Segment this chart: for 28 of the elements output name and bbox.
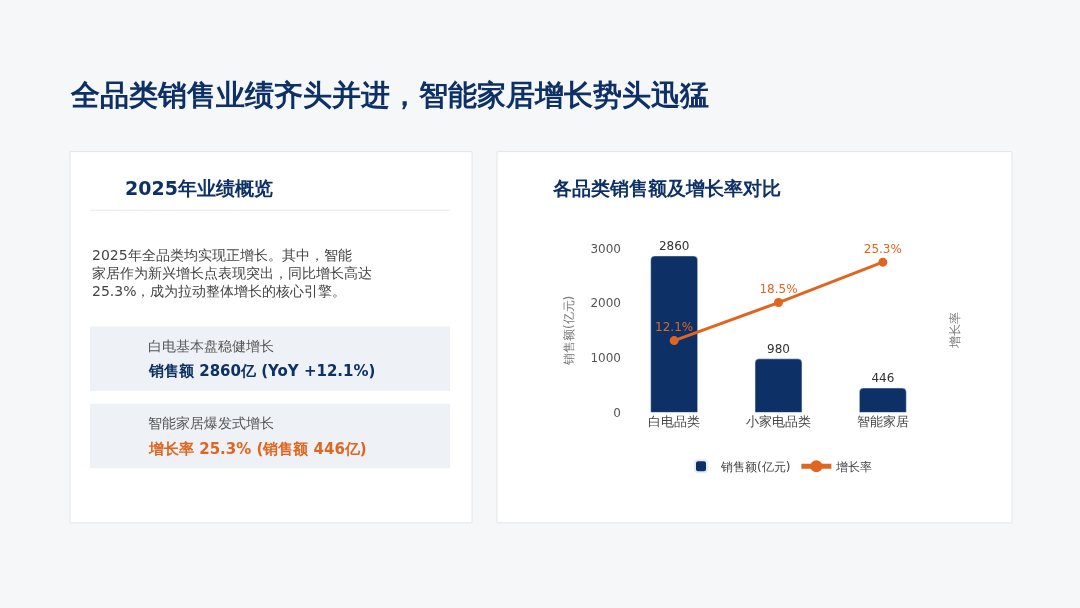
bar xyxy=(859,387,907,413)
data-label: 25.3% xyxy=(863,241,902,256)
legend-label: 销售额(亿元) xyxy=(720,459,791,474)
y2-axis-title: 增长率 xyxy=(947,312,962,350)
text: 2025年全品类均实现正增长。其中，智能家居作为新兴增长点表现突出，同比增长高达25.3%，成为拉动整体增长的核心引擎。 xyxy=(92,247,372,300)
y-tick-label: 2000 xyxy=(590,296,621,311)
data-label: 2860 xyxy=(658,238,690,253)
bar xyxy=(650,255,698,413)
y-tick-label: 1000 xyxy=(590,350,621,365)
data-label: 446 xyxy=(871,371,895,386)
chart-title: 各品类销售额及增长率对比 xyxy=(552,177,781,199)
y-axis-title: 销售额(亿元) xyxy=(561,295,576,367)
text: 全品类销售业绩齐头并进，智能家居增长势头迅猛 xyxy=(70,78,709,112)
x-tick-label: 智能家居 xyxy=(856,414,909,430)
data-label: 12.1% xyxy=(655,319,694,334)
data-label: 18.5% xyxy=(759,281,798,296)
x-tick-label: 小家电品类 xyxy=(746,414,811,430)
y-tick-label: 0 xyxy=(613,405,621,420)
bar xyxy=(754,358,803,413)
y-tick-label: 3000 xyxy=(590,241,621,256)
text: 增长率 25.3% (销售额 446亿) xyxy=(148,440,367,458)
text: 白电基本盘稳健增长 xyxy=(148,338,274,354)
data-label: 980 xyxy=(767,341,790,356)
text: 2025年业绩概览 xyxy=(125,177,273,199)
text: 销售额 2860亿 (YoY +12.1%) xyxy=(148,362,376,380)
legend-label: 增长率 xyxy=(835,459,873,474)
x-tick-label: 白电品类 xyxy=(648,414,701,430)
text: 智能家居爆发式增长 xyxy=(148,415,274,431)
